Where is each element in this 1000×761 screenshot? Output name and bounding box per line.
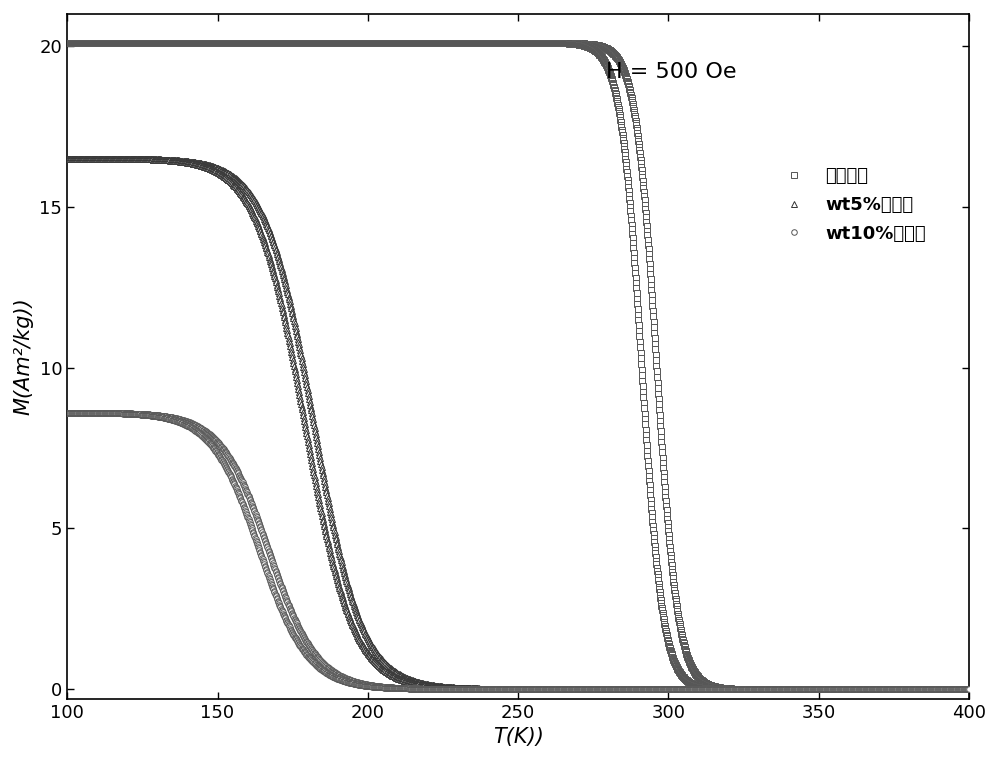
无硬磁粉	[866, 684, 878, 693]
Legend: 无硬磁粉, wt5%硬磁粉, wt10%硬磁粉: 无硬磁粉, wt5%硬磁粉, wt10%硬磁粉	[764, 160, 933, 250]
wt10%硬磁粉	[963, 684, 975, 693]
Line: wt5%硬磁粉: wt5%硬磁粉	[64, 155, 972, 693]
wt10%硬磁粉	[494, 684, 506, 693]
wt10%硬磁粉	[634, 684, 646, 693]
无硬磁粉	[795, 684, 807, 693]
无硬磁粉	[80, 38, 92, 47]
wt10%硬磁粉	[349, 677, 361, 686]
wt5%硬磁粉	[373, 652, 385, 661]
wt10%硬磁粉	[614, 684, 626, 693]
wt5%硬磁粉	[614, 684, 626, 693]
wt5%硬磁粉	[963, 684, 975, 693]
无硬磁粉	[61, 38, 73, 47]
wt5%硬磁粉	[634, 684, 646, 693]
无硬磁粉	[832, 684, 844, 693]
Y-axis label: M(Am²/kg)): M(Am²/kg))	[14, 298, 34, 416]
wt5%硬磁粉	[349, 604, 361, 613]
wt10%硬磁粉	[61, 408, 73, 417]
wt10%硬磁粉	[702, 684, 714, 693]
Line: wt10%硬磁粉: wt10%硬磁粉	[64, 410, 972, 692]
无硬磁粉	[564, 39, 576, 48]
wt5%硬磁粉	[61, 154, 73, 163]
无硬磁粉	[411, 38, 423, 47]
Line: 无硬磁粉: 无硬磁粉	[64, 40, 972, 693]
wt10%硬磁粉	[373, 682, 385, 691]
X-axis label: T(K)): T(K))	[493, 727, 544, 747]
wt5%硬磁粉	[702, 684, 714, 693]
wt5%硬磁粉	[494, 684, 506, 693]
Text: H = 500 Oe: H = 500 Oe	[606, 62, 737, 82]
无硬磁粉	[963, 684, 975, 693]
